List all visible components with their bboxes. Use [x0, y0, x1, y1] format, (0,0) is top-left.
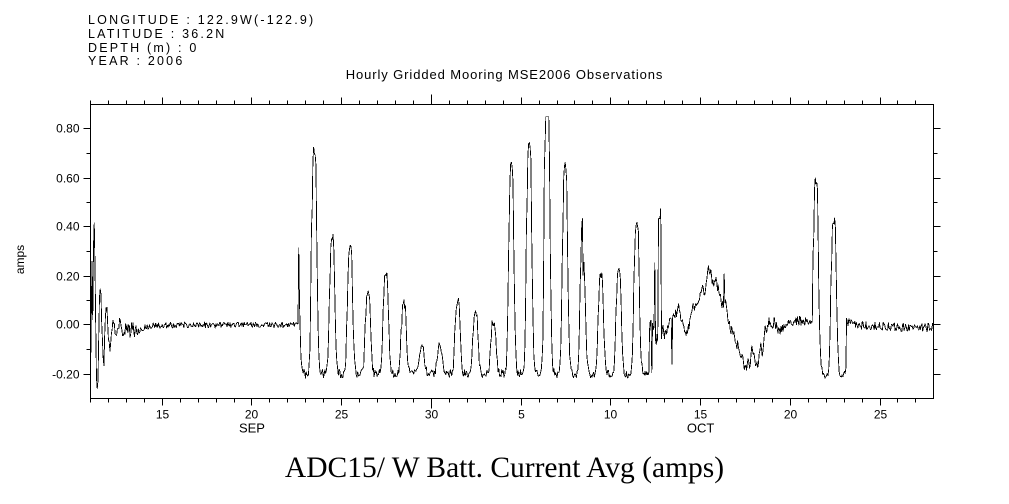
- svg-text:15: 15: [156, 408, 170, 422]
- svg-text:0.60: 0.60: [56, 172, 80, 186]
- svg-text:-0.20: -0.20: [52, 368, 80, 382]
- svg-text:5: 5: [518, 408, 525, 422]
- svg-text:0.80: 0.80: [56, 122, 80, 136]
- svg-text:20: 20: [784, 408, 798, 422]
- svg-text:10: 10: [604, 408, 618, 422]
- svg-text:OCT: OCT: [687, 421, 715, 436]
- svg-text:30: 30: [425, 408, 439, 422]
- svg-text:0.00: 0.00: [56, 318, 80, 332]
- svg-text:amps: amps: [13, 245, 27, 274]
- svg-text:20: 20: [245, 408, 259, 422]
- svg-text:0.40: 0.40: [56, 220, 80, 234]
- svg-text:SEP: SEP: [239, 421, 265, 436]
- svg-text:0.20: 0.20: [56, 270, 80, 284]
- svg-text:25: 25: [874, 408, 888, 422]
- svg-text:25: 25: [335, 408, 349, 422]
- svg-text:15: 15: [694, 408, 708, 422]
